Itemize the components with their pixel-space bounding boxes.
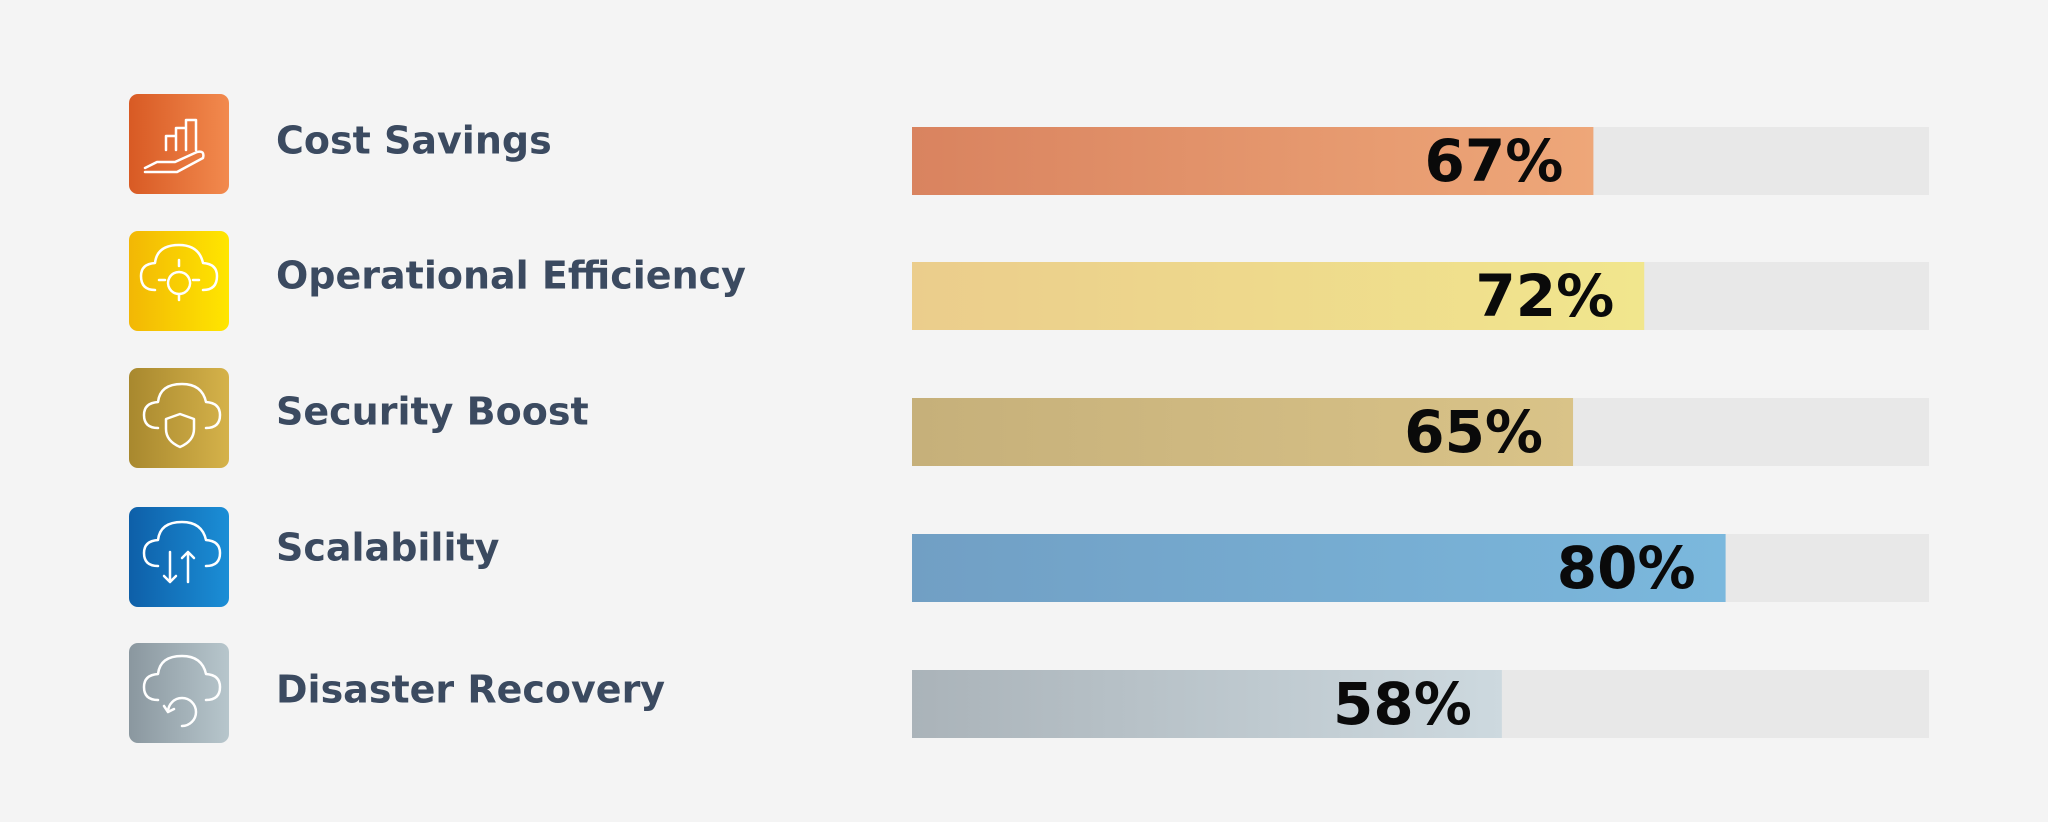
category-label: Operational Efficiency: [276, 254, 746, 298]
icon-glyph: [143, 118, 205, 174]
icons: [129, 94, 229, 743]
category-label: Cost Savings: [276, 119, 552, 163]
value-label: 72%: [1475, 262, 1614, 330]
value-label: 65%: [1404, 398, 1543, 466]
icon-glyph: [142, 520, 222, 584]
bar: [912, 670, 1502, 738]
icon: [129, 94, 229, 194]
bar: [912, 262, 1645, 330]
icon-glyph: [142, 382, 222, 449]
category-label: Scalability: [276, 526, 500, 570]
icon: [129, 231, 229, 331]
value-label: 58%: [1333, 670, 1472, 738]
category-label: Disaster Recovery: [276, 668, 665, 712]
category-label: Security Boost: [276, 390, 589, 434]
bar: [912, 534, 1726, 602]
icon: [129, 368, 229, 468]
icon-glyph: [142, 654, 222, 728]
bar: [912, 127, 1594, 195]
icon-glyph: [139, 243, 219, 302]
value-label: 80%: [1557, 534, 1696, 602]
value-label: 67%: [1425, 127, 1564, 195]
bar: [912, 398, 1574, 466]
